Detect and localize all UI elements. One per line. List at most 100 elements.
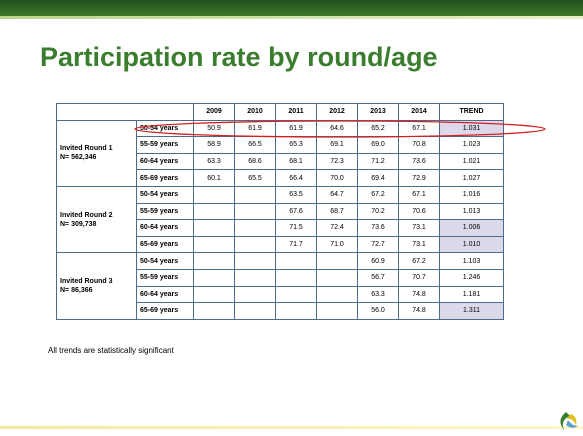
value-cell: 72.4 (316, 219, 358, 237)
data-row: 65-69 years 56.0 74.8 1.311 (57, 302, 504, 320)
value-cell: 73.6 (357, 219, 399, 237)
value-cell: 65.5 (234, 169, 276, 187)
value-cell: 60.9 (357, 252, 399, 270)
value-cell: 64.7 (316, 185, 358, 204)
age-label: 60-64 years (136, 285, 194, 304)
age-label: 55-59 years (136, 268, 194, 287)
value-cell (193, 268, 235, 287)
value-cell: 72.7 (357, 235, 399, 254)
slide-title: Participation rate by round/age (40, 42, 438, 72)
age-label: 65-69 years (136, 302, 194, 320)
value-cell: 68.7 (316, 202, 358, 221)
trend-cell: 1.023 (439, 136, 504, 154)
age-label: 50-54 years (136, 252, 194, 270)
value-cell (275, 302, 317, 320)
data-row: 60-64 years 63.3 68.6 68.1 72.3 71.2 73.6 1.021 (57, 152, 504, 171)
trend-cell: 1.013 (439, 202, 504, 221)
value-cell: 63.3 (193, 152, 235, 171)
trend-cell: 1.027 (439, 169, 504, 187)
group-n: N= 562,346 (60, 154, 97, 162)
value-cell: 70.7 (398, 268, 440, 287)
column-header: TREND (439, 103, 504, 121)
trend-cell: 1.103 (439, 252, 504, 270)
header-row: 2009 2010 2011 2012 2013 2014 TREND (56, 103, 504, 121)
column-header: 2009 (193, 103, 235, 121)
value-cell: 69.4 (357, 169, 399, 187)
value-cell: 71.0 (316, 235, 358, 254)
value-cell (275, 252, 317, 270)
value-cell: 50.9 (193, 119, 235, 138)
blank-header (56, 103, 194, 121)
value-cell (234, 202, 276, 221)
value-cell: 67.2 (357, 185, 399, 204)
age-label: 55-59 years (136, 202, 194, 221)
value-cell: 72.3 (316, 152, 358, 171)
group-name: Invited Round 3 (60, 278, 113, 286)
value-cell: 73.1 (398, 219, 440, 237)
footnote: All trends are statistically significant (48, 346, 174, 355)
data-row: Invited Round 1 N= 562,346 50-54 years 50.9… (56, 119, 504, 187)
value-cell: 67.1 (398, 185, 440, 204)
value-cell: 74.8 (398, 285, 440, 304)
group-label: Invited Round 1 N= 562,346 (56, 119, 137, 187)
value-cell: 72.9 (398, 169, 440, 187)
value-cell: 61.9 (234, 119, 276, 138)
age-label: 65-69 years (136, 235, 194, 254)
value-cell: 68.1 (275, 152, 317, 171)
value-cell (275, 268, 317, 287)
data-table: 2009 2010 2011 2012 2013 2014 TREND Invited Rou… (56, 103, 504, 320)
value-cell (234, 219, 276, 237)
trend-cell: 1.181 (439, 285, 504, 304)
value-cell (193, 252, 235, 270)
value-cell (316, 302, 358, 320)
value-cell: 64.6 (316, 119, 358, 138)
value-cell: 56.7 (357, 268, 399, 287)
value-cell: 69.1 (316, 136, 358, 154)
age-label: 60-64 years (136, 152, 194, 171)
data-row: 55-59 years 67.6 68.7 70.2 70.6 1.013 (57, 202, 504, 221)
value-cell: 70.8 (398, 136, 440, 154)
value-cell: 74.8 (398, 302, 440, 320)
group-label: Invited Round 2 N= 309,738 (56, 185, 137, 254)
value-cell: 67.1 (398, 119, 440, 138)
value-cell: 58.9 (193, 136, 235, 154)
value-cell (275, 285, 317, 304)
top-bar (0, 0, 583, 16)
group-name: Invited Round 1 (60, 145, 113, 153)
value-cell (193, 235, 235, 254)
value-cell: 70.0 (316, 169, 358, 187)
column-header: 2014 (398, 103, 440, 121)
value-cell: 70.2 (357, 202, 399, 221)
value-cell (316, 252, 358, 270)
value-cell: 60.1 (193, 169, 235, 187)
value-cell (234, 252, 276, 270)
value-cell: 71.2 (357, 152, 399, 171)
value-cell: 67.2 (398, 252, 440, 270)
age-label: 65-69 years (136, 169, 194, 187)
value-cell: 68.6 (234, 152, 276, 171)
group-n: N= 86,366 (60, 287, 93, 295)
value-cell (193, 302, 235, 320)
column-header: 2012 (316, 103, 358, 121)
value-cell: 63.5 (275, 185, 317, 204)
value-cell: 63.3 (357, 285, 399, 304)
value-cell: 61.9 (275, 119, 317, 138)
value-cell: 71.7 (275, 235, 317, 254)
value-cell: 66.4 (275, 169, 317, 187)
value-cell: 73.6 (398, 152, 440, 171)
data-row: 65-69 years 60.1 65.5 66.4 70.0 69.4 72.9 1.027 (57, 169, 504, 187)
data-row: Invited Round 2 N= 309,738 50-54 years 63.5… (56, 185, 504, 254)
trend-cell: 1.006 (439, 219, 504, 237)
trend-cell: 1.010 (439, 235, 504, 254)
value-cell: 73.1 (398, 235, 440, 254)
value-cell (234, 285, 276, 304)
value-cell: 71.5 (275, 219, 317, 237)
data-row: Invited Round 3 N= 86,366 50-54 years 60.9 6… (56, 252, 504, 320)
value-cell (234, 185, 276, 204)
group-label: Invited Round 3 N= 86,366 (56, 252, 137, 320)
bottom-line (0, 426, 583, 429)
value-cell (193, 219, 235, 237)
value-cell (193, 285, 235, 304)
trend-cell: 1.246 (439, 268, 504, 287)
age-label: 55-59 years (136, 136, 194, 154)
